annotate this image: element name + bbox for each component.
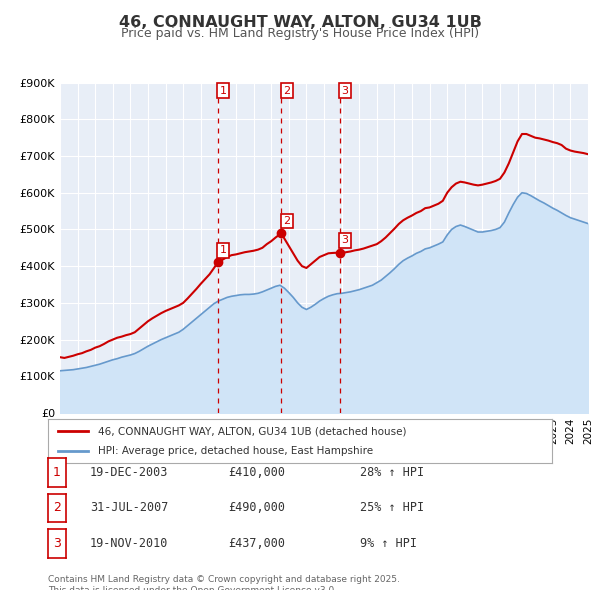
Text: 28% ↑ HPI: 28% ↑ HPI — [360, 466, 424, 479]
Text: 1: 1 — [220, 86, 227, 96]
Text: Contains HM Land Registry data © Crown copyright and database right 2025.
This d: Contains HM Land Registry data © Crown c… — [48, 575, 400, 590]
Text: 9% ↑ HPI: 9% ↑ HPI — [360, 537, 417, 550]
Text: 3: 3 — [341, 86, 349, 96]
Text: 25% ↑ HPI: 25% ↑ HPI — [360, 502, 424, 514]
Text: £437,000: £437,000 — [228, 537, 285, 550]
Text: 2: 2 — [53, 502, 61, 514]
Text: 46, CONNAUGHT WAY, ALTON, GU34 1UB: 46, CONNAUGHT WAY, ALTON, GU34 1UB — [119, 15, 481, 30]
Text: 1: 1 — [53, 466, 61, 479]
Text: 1: 1 — [220, 245, 227, 255]
Text: HPI: Average price, detached house, East Hampshire: HPI: Average price, detached house, East… — [98, 446, 374, 455]
Text: 2: 2 — [283, 86, 290, 96]
Text: 31-JUL-2007: 31-JUL-2007 — [90, 502, 169, 514]
Text: 2: 2 — [283, 216, 290, 226]
Text: £410,000: £410,000 — [228, 466, 285, 479]
Text: Price paid vs. HM Land Registry's House Price Index (HPI): Price paid vs. HM Land Registry's House … — [121, 27, 479, 40]
Text: £490,000: £490,000 — [228, 502, 285, 514]
Text: 3: 3 — [341, 235, 349, 245]
Text: 46, CONNAUGHT WAY, ALTON, GU34 1UB (detached house): 46, CONNAUGHT WAY, ALTON, GU34 1UB (deta… — [98, 427, 407, 436]
Text: 19-DEC-2003: 19-DEC-2003 — [90, 466, 169, 479]
Text: 19-NOV-2010: 19-NOV-2010 — [90, 537, 169, 550]
Text: 3: 3 — [53, 537, 61, 550]
